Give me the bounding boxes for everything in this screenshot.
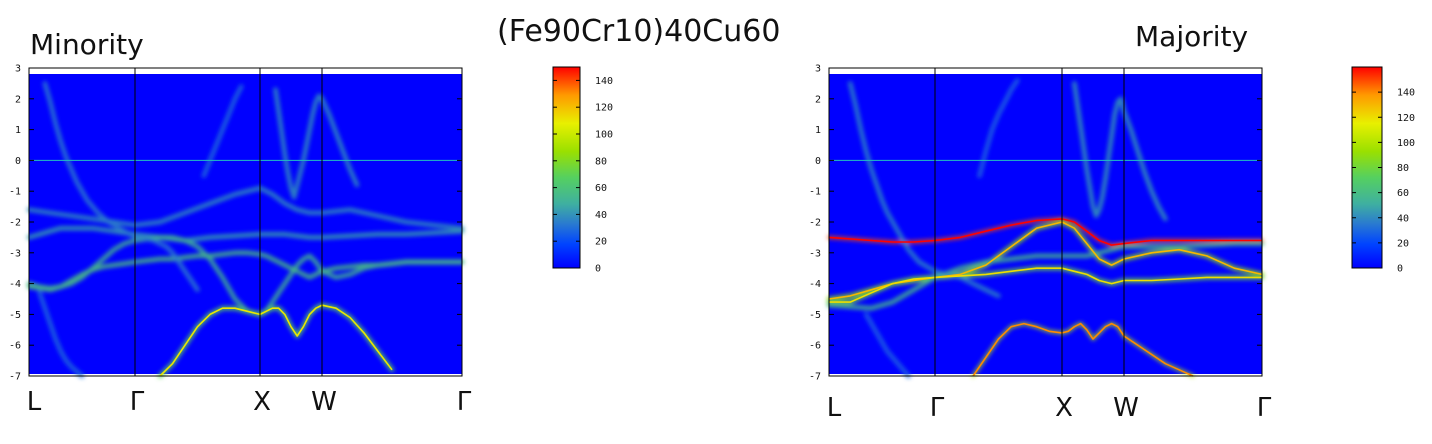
ytick-label-6: -3 <box>9 248 21 259</box>
ytick-label-5: -2 <box>9 218 21 229</box>
ytick-label-7: -4 <box>9 279 21 290</box>
kpoint-label-1: Γ <box>930 393 945 423</box>
band-core-6 <box>972 322 1194 377</box>
cbtick-label-1: 20 <box>595 237 607 248</box>
band-line-7 <box>977 78 1020 179</box>
cbtick-label-6: 120 <box>1397 113 1415 124</box>
kpoint-label-4: Γ <box>1257 393 1272 423</box>
band-core-6 <box>159 304 393 377</box>
ytick-label-9: -6 <box>9 341 21 352</box>
cbtick-label-5: 100 <box>595 130 613 141</box>
cbtick-label-4: 80 <box>595 156 607 167</box>
kpoint-label-2: X <box>1055 393 1073 423</box>
cbtick-label-7: 140 <box>595 76 613 87</box>
ytick-label-8: -5 <box>9 310 21 321</box>
cbtick-label-6: 120 <box>595 103 613 114</box>
ytick-label-1: 2 <box>15 94 21 105</box>
ytick-label-4: -1 <box>809 187 821 198</box>
kpoint-label-2: X <box>253 387 271 417</box>
colorbar <box>552 66 581 269</box>
kpoint-label-3: W <box>311 387 337 417</box>
plot-background <box>29 74 462 374</box>
kpoint-label-0: L <box>27 387 42 417</box>
cbtick-label-2: 40 <box>595 210 607 221</box>
cbtick-label-3: 60 <box>1397 188 1409 199</box>
cbtick-label-1: 20 <box>1397 238 1409 249</box>
kpoint-label-4: Γ <box>457 387 472 417</box>
majority-panel: 3 2 1 0 -1 -2 -3 -4 -5 -6 -7 L Γ X W Γ 0 20 40 60 80 100 120 14… <box>809 64 1415 424</box>
cbtick-label-0: 0 <box>595 264 601 275</box>
cbtick-label-4: 80 <box>1397 163 1409 174</box>
ytick-label-5: -2 <box>809 218 821 229</box>
ytick-label-0: 3 <box>15 64 21 75</box>
ytick-label-4: -1 <box>9 187 21 198</box>
band-line-5 <box>863 312 911 379</box>
band-line-1 <box>26 225 465 243</box>
cbtick-label-2: 40 <box>1397 213 1409 224</box>
ytick-label-10: -7 <box>809 372 821 383</box>
minority-panel: 3 2 1 0 -1 -2 -3 -4 -5 -6 -7 L Γ X W Γ 0 20 40 60 80 100 120 14… <box>9 64 613 418</box>
ytick-label-2: 1 <box>815 125 821 136</box>
kpoint-label-1: Γ <box>130 387 145 417</box>
ytick-label-8: -5 <box>809 310 821 321</box>
band-line-5 <box>37 290 85 379</box>
colorbar <box>1351 66 1383 269</box>
figure-title: (Fe90Cr10)40Cu60 <box>497 14 781 49</box>
ytick-label-6: -3 <box>809 248 821 259</box>
kpoint-label-3: W <box>1113 393 1139 423</box>
cbtick-label-5: 100 <box>1397 138 1415 149</box>
minority-label: Minority <box>30 28 144 61</box>
cbtick-label-7: 140 <box>1397 88 1415 99</box>
ytick-label-3: 0 <box>815 156 821 167</box>
ytick-label-1: 2 <box>815 94 821 105</box>
band-line-4 <box>42 81 200 293</box>
kpoint-label-0: L <box>827 393 842 423</box>
ytick-label-9: -6 <box>809 341 821 352</box>
ytick-label-10: -7 <box>9 372 21 383</box>
cbtick-label-0: 0 <box>1397 264 1403 275</box>
ytick-label-3: 0 <box>15 156 21 167</box>
cbtick-label-3: 60 <box>595 183 607 194</box>
ytick-label-0: 3 <box>815 64 821 75</box>
band-line-8 <box>1072 81 1168 222</box>
ytick-label-7: -4 <box>809 279 821 290</box>
majority-label: Majority <box>1135 20 1249 53</box>
ytick-label-2: 1 <box>15 125 21 136</box>
